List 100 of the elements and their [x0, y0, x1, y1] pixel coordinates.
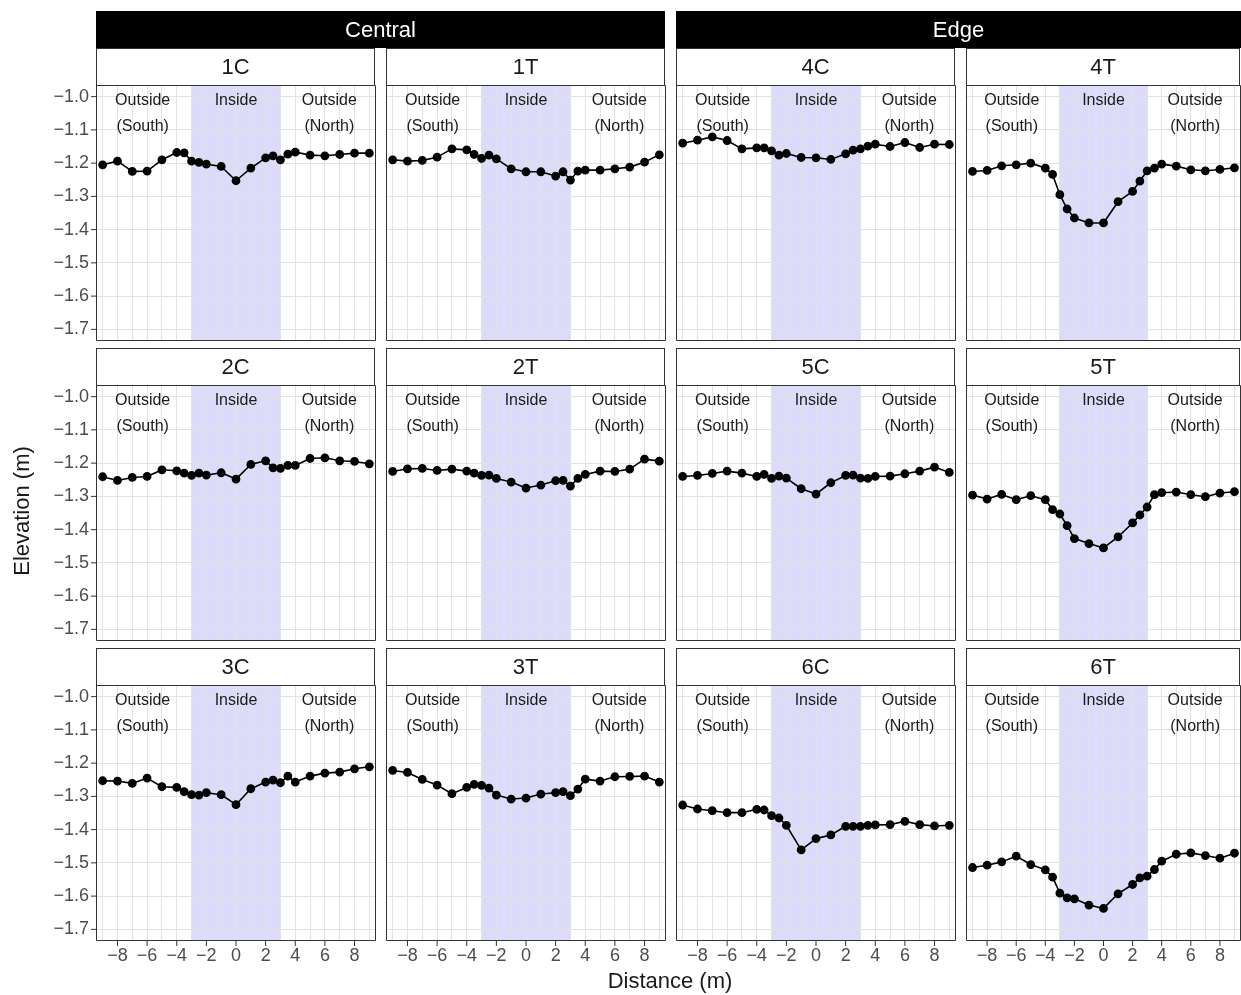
annotation: Inside — [794, 391, 838, 409]
point — [1128, 186, 1137, 196]
x-tick-label: −4 — [1035, 944, 1056, 965]
point — [856, 821, 865, 831]
point — [506, 794, 516, 804]
x-tick-label: −6 — [426, 944, 448, 965]
y-tick-label: −1.7 — [53, 618, 89, 639]
x-tick-label: −6 — [716, 944, 738, 965]
x-tick-label: 0 — [810, 944, 822, 965]
annotation: Outside (South) — [405, 91, 461, 135]
x-tick-label: 2 — [550, 944, 561, 965]
point — [477, 781, 486, 790]
point — [194, 468, 204, 478]
point — [1135, 873, 1145, 883]
point — [759, 470, 769, 479]
point — [885, 471, 895, 481]
annotation: Outside (South) — [984, 391, 1040, 435]
point — [1171, 849, 1181, 859]
point — [127, 779, 137, 788]
point — [506, 164, 516, 174]
point — [595, 466, 605, 476]
annotation: Outside (North) — [1167, 391, 1223, 435]
x-tick-label: 2 — [1127, 944, 1138, 965]
point — [722, 466, 732, 476]
point — [595, 776, 605, 786]
point — [172, 783, 182, 792]
annotation: Outside (North) — [881, 91, 938, 135]
x-tick-label: 8 — [929, 944, 940, 965]
x-tick-label: 8 — [1214, 944, 1225, 965]
x-tick-label: −8 — [687, 944, 708, 965]
point — [1055, 888, 1065, 898]
point — [290, 777, 300, 787]
point — [1186, 165, 1196, 175]
point — [573, 166, 583, 176]
point — [187, 471, 196, 480]
y-tick-label: −1.0 — [53, 685, 89, 706]
chart-title: 2C — [96, 348, 375, 386]
point — [98, 776, 108, 786]
point — [127, 167, 137, 176]
annotation: Outside (North) — [881, 391, 938, 435]
point — [654, 777, 664, 787]
annotation: Outside (South) — [695, 691, 751, 735]
point — [707, 469, 717, 478]
point — [491, 790, 501, 800]
point — [1011, 495, 1021, 505]
point — [848, 145, 858, 155]
chart-title: 5C — [676, 348, 955, 386]
point — [796, 153, 806, 162]
point — [796, 484, 806, 494]
point — [982, 860, 992, 870]
point — [558, 167, 568, 177]
annotation: Outside (South) — [984, 91, 1040, 135]
point — [1128, 518, 1137, 528]
point — [231, 176, 241, 186]
point — [752, 143, 762, 153]
point — [320, 768, 330, 778]
point — [246, 784, 256, 794]
point — [1099, 218, 1108, 228]
point — [1200, 851, 1210, 860]
annotation: Outside (North) — [591, 91, 648, 135]
point — [432, 780, 442, 790]
point — [968, 490, 977, 500]
point — [113, 156, 122, 166]
point — [462, 466, 472, 476]
point — [1113, 532, 1123, 542]
x-tick-label: 8 — [349, 944, 360, 965]
point — [1186, 490, 1196, 500]
y-tick-label: −1.0 — [53, 385, 89, 406]
point — [1070, 534, 1079, 543]
point — [566, 791, 575, 801]
point — [737, 808, 747, 818]
point — [580, 165, 590, 175]
point — [246, 163, 256, 173]
annotation: Outside (South) — [405, 391, 461, 435]
annotation: Inside — [1082, 91, 1125, 109]
point — [1157, 856, 1167, 866]
point — [1062, 521, 1072, 531]
point — [558, 476, 568, 485]
point — [1084, 900, 1094, 910]
point — [863, 474, 873, 483]
point — [484, 150, 494, 160]
point — [654, 150, 664, 160]
point — [722, 808, 732, 818]
point — [752, 804, 762, 814]
point — [551, 476, 561, 486]
point — [388, 467, 398, 476]
x-tick-label: 0 — [1098, 944, 1109, 965]
point — [536, 167, 546, 177]
point — [566, 481, 575, 491]
x-tick-label: −8 — [397, 944, 418, 965]
point — [521, 483, 531, 493]
point — [335, 456, 345, 466]
point — [767, 811, 776, 821]
text: Central — [96, 11, 665, 48]
y-tick-label: −1.5 — [53, 251, 89, 272]
point — [1215, 488, 1225, 498]
point — [417, 156, 427, 165]
point — [477, 471, 486, 480]
x-tick-label: −6 — [1005, 944, 1027, 965]
chart-title: 6T — [966, 648, 1240, 686]
